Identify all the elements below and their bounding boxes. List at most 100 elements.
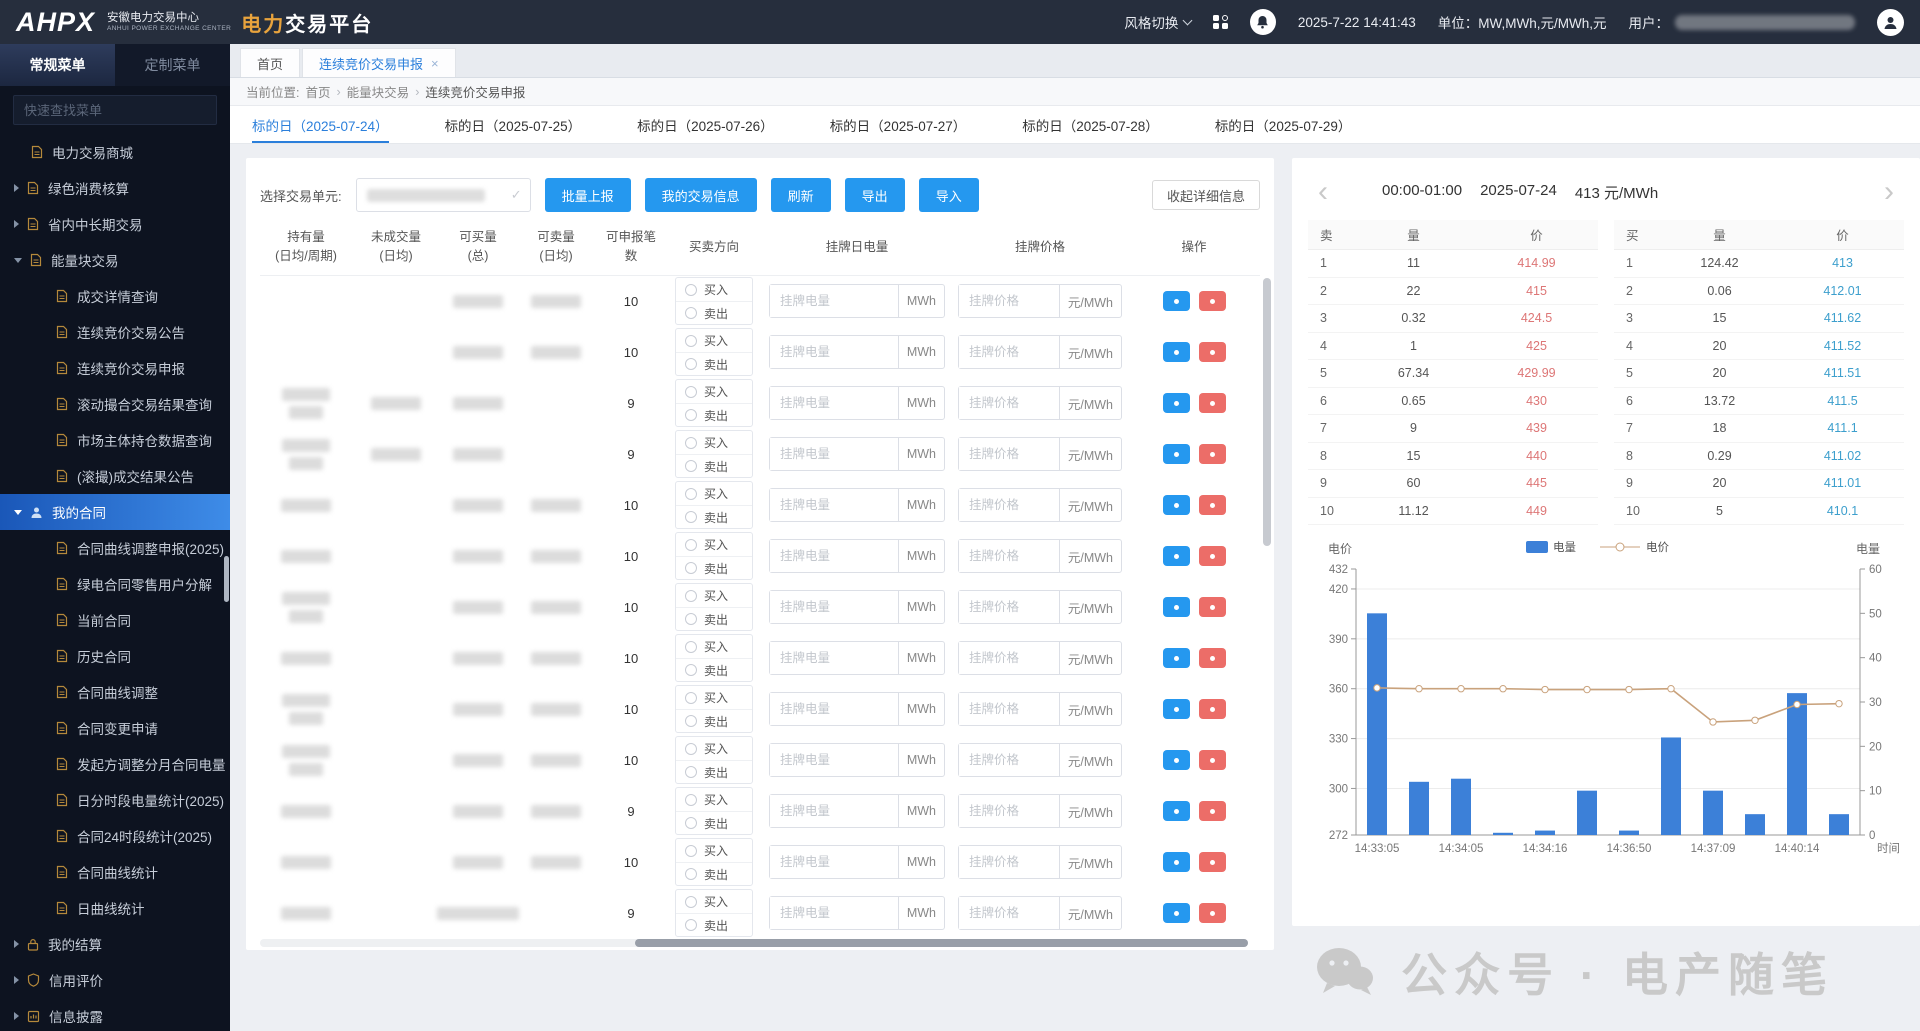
- submit-sell-button[interactable]: [1198, 444, 1226, 465]
- sidebar-item[interactable]: 滚动撮合交易结果查询: [0, 386, 230, 422]
- sidebar-item[interactable]: 我的结算: [0, 926, 230, 962]
- vertical-scrollbar[interactable]: [1263, 278, 1271, 546]
- qty-input[interactable]: [770, 540, 898, 573]
- submit-sell-button[interactable]: [1198, 291, 1226, 312]
- price-input[interactable]: [959, 693, 1059, 726]
- buy-radio[interactable]: [685, 742, 697, 755]
- buy-radio[interactable]: [685, 385, 697, 398]
- submit-buy-button[interactable]: [1162, 393, 1190, 414]
- sidebar-item[interactable]: 连续竞价交易公告: [0, 314, 230, 350]
- buy-radio[interactable]: [685, 589, 697, 602]
- buy-radio[interactable]: [685, 334, 697, 347]
- tab-continuous-bidding[interactable]: 连续竞价交易申报 ×: [302, 48, 456, 77]
- date-tab[interactable]: 标的日（2025-07-27）: [829, 118, 967, 134]
- sell-radio[interactable]: [685, 664, 697, 677]
- sell-radio[interactable]: [685, 613, 697, 626]
- submit-sell-button[interactable]: [1198, 903, 1226, 924]
- sell-radio[interactable]: [685, 307, 697, 320]
- submit-buy-button[interactable]: [1162, 597, 1190, 618]
- batch-submit-button[interactable]: 批量上报: [544, 178, 631, 212]
- close-tab-icon[interactable]: ×: [431, 55, 439, 71]
- qty-input[interactable]: [770, 846, 898, 879]
- sell-option[interactable]: 卖出: [676, 301, 752, 324]
- horizontal-scrollbar-track[interactable]: [260, 939, 1248, 947]
- submit-buy-button[interactable]: [1162, 801, 1190, 822]
- sell-radio[interactable]: [685, 409, 697, 422]
- buy-radio[interactable]: [685, 487, 697, 500]
- sidebar-item[interactable]: 合同变更申请: [0, 710, 230, 746]
- sell-radio[interactable]: [685, 715, 697, 728]
- submit-buy-button[interactable]: [1162, 291, 1190, 312]
- date-tab[interactable]: 标的日（2025-07-24）: [252, 106, 389, 143]
- sidebar-scrollbar[interactable]: [224, 556, 229, 602]
- submit-sell-button[interactable]: [1198, 699, 1226, 720]
- breadcrumb-home[interactable]: 首页: [305, 86, 331, 100]
- sidebar-item[interactable]: (滚撮)成交结果公告: [0, 458, 230, 494]
- buy-option[interactable]: 买入: [676, 329, 752, 352]
- price-input[interactable]: [959, 387, 1059, 420]
- submit-sell-button[interactable]: [1198, 546, 1226, 567]
- buy-option[interactable]: 买入: [676, 890, 752, 913]
- notification-bell-icon[interactable]: [1249, 9, 1276, 35]
- qty-input[interactable]: [770, 285, 898, 318]
- buy-option[interactable]: 买入: [676, 635, 752, 658]
- sidebar-item[interactable]: 信息披露: [0, 998, 230, 1031]
- sell-radio[interactable]: [685, 919, 697, 932]
- price-input[interactable]: [959, 897, 1059, 930]
- sell-option[interactable]: 卖出: [676, 607, 752, 630]
- sidebar-item[interactable]: 当前合同: [0, 602, 230, 638]
- date-tab[interactable]: 标的日（2025-07-25）: [444, 118, 582, 134]
- sidebar-tab-regular[interactable]: 常规菜单: [0, 44, 115, 86]
- qty-input[interactable]: [770, 744, 898, 777]
- submit-buy-button[interactable]: [1162, 903, 1190, 924]
- submit-sell-button[interactable]: [1198, 801, 1226, 822]
- buy-option[interactable]: 买入: [676, 584, 752, 607]
- submit-buy-button[interactable]: [1162, 444, 1190, 465]
- submit-buy-button[interactable]: [1162, 750, 1190, 771]
- submit-buy-button[interactable]: [1162, 699, 1190, 720]
- buy-radio[interactable]: [685, 895, 697, 908]
- price-input[interactable]: [959, 795, 1059, 828]
- buy-option[interactable]: 买入: [676, 380, 752, 403]
- submit-sell-button[interactable]: [1198, 393, 1226, 414]
- price-input[interactable]: [959, 540, 1059, 573]
- collapse-details-button[interactable]: 收起详细信息: [1151, 180, 1260, 210]
- price-input[interactable]: [959, 285, 1059, 318]
- menu-search-input[interactable]: [24, 102, 206, 118]
- sidebar-item[interactable]: 合同曲线统计: [0, 854, 230, 890]
- buy-radio[interactable]: [685, 793, 697, 806]
- next-hour-button[interactable]: ›: [1874, 177, 1904, 207]
- date-tab[interactable]: 标的日（2025-07-26）: [637, 118, 774, 134]
- sidebar-tab-custom[interactable]: 定制菜单: [144, 57, 201, 73]
- buy-option[interactable]: 买入: [676, 839, 752, 862]
- sidebar-item[interactable]: 绿电合同零售用户分解: [0, 566, 230, 602]
- sell-option[interactable]: 卖出: [676, 760, 752, 783]
- price-input[interactable]: [959, 744, 1059, 777]
- sidebar-item[interactable]: 合同曲线调整申报(2025): [0, 530, 230, 566]
- sell-radio[interactable]: [685, 562, 697, 575]
- sell-option[interactable]: 卖出: [676, 913, 752, 936]
- export-button[interactable]: 导出: [844, 178, 905, 212]
- qty-input[interactable]: [770, 897, 898, 930]
- buy-radio[interactable]: [685, 283, 697, 296]
- trade-unit-select[interactable]: ✓: [355, 178, 531, 212]
- submit-sell-button[interactable]: [1198, 495, 1226, 516]
- qty-input[interactable]: [770, 693, 898, 726]
- sell-option[interactable]: 卖出: [676, 403, 752, 426]
- sidebar-item[interactable]: 合同曲线调整: [0, 674, 230, 710]
- qty-input[interactable]: [770, 438, 898, 471]
- price-input[interactable]: [959, 438, 1059, 471]
- submit-buy-button[interactable]: [1162, 495, 1190, 516]
- buy-radio[interactable]: [685, 640, 697, 653]
- import-button[interactable]: 导入: [918, 178, 979, 212]
- tab-home[interactable]: 首页: [240, 48, 301, 77]
- sidebar-item[interactable]: 绿色消费核算: [0, 170, 230, 206]
- buy-option[interactable]: 买入: [676, 737, 752, 760]
- qty-input[interactable]: [770, 642, 898, 675]
- qty-input[interactable]: [770, 795, 898, 828]
- buy-radio[interactable]: [685, 436, 697, 449]
- prev-hour-button[interactable]: ‹: [1308, 177, 1338, 207]
- price-input[interactable]: [959, 336, 1059, 369]
- sidebar-item[interactable]: 电力交易商城: [0, 134, 230, 170]
- submit-sell-button[interactable]: [1198, 342, 1226, 363]
